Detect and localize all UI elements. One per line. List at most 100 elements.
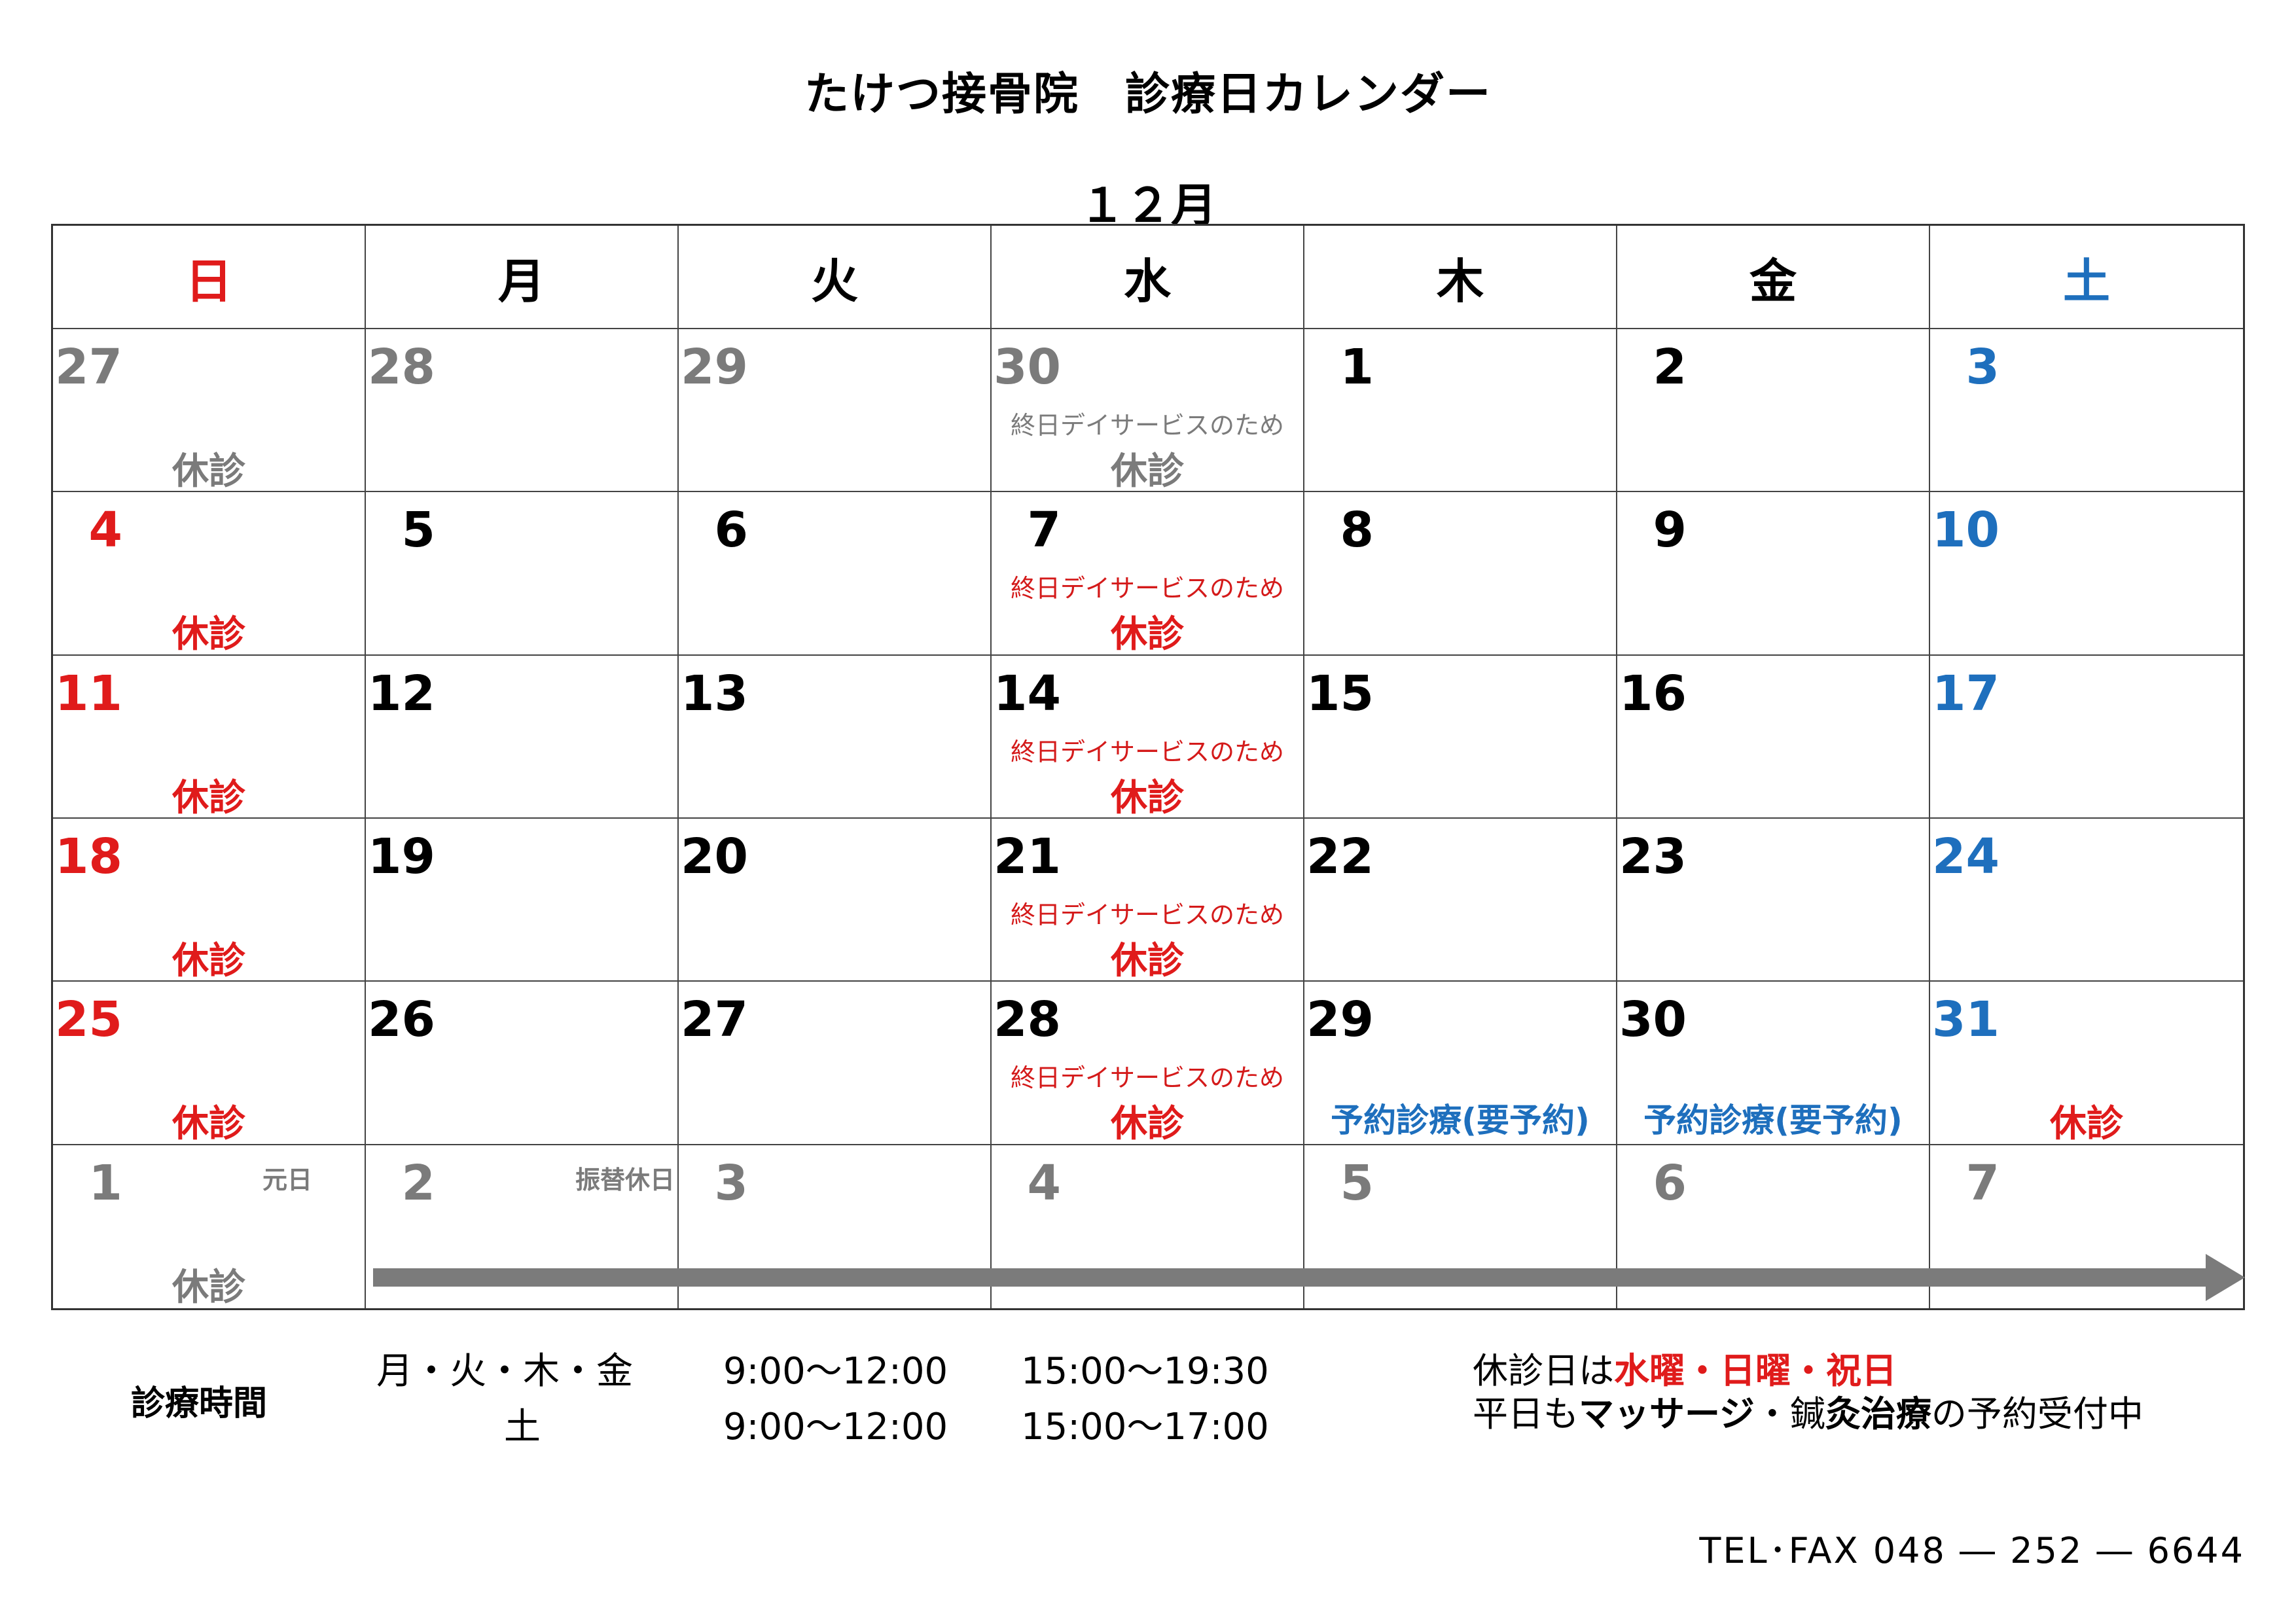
weekday-header: 金	[1617, 226, 1930, 329]
day-number: 12	[368, 665, 435, 722]
day-cell: 2 振替休日	[366, 1145, 679, 1308]
day-number: 14	[994, 665, 1061, 722]
day-number: 24	[1932, 828, 2000, 885]
day-status: 休診	[172, 1103, 245, 1146]
day-status: 休診	[172, 613, 245, 656]
day-number: 29	[681, 339, 748, 395]
day-number: 7	[1027, 502, 1062, 559]
day-status: 休診	[1111, 613, 1184, 656]
day-status: 休診	[172, 776, 245, 819]
day-cell: 5	[1304, 1145, 1617, 1308]
day-service-note: 終日デイサービスのため	[1010, 574, 1284, 603]
day-number: 6	[1653, 1154, 1687, 1211]
day-cell: 30 終日デイサービスのため休診	[992, 329, 1304, 493]
holiday-tag: 振替休日	[575, 1165, 675, 1194]
info-text-c: ・鍼	[1754, 1393, 1825, 1435]
day-status: 休診	[172, 450, 245, 493]
day-cell: 8	[1304, 492, 1617, 656]
day-number: 4	[1027, 1154, 1062, 1211]
day-cell: 9	[1617, 492, 1930, 656]
day-number: 5	[401, 502, 436, 559]
day-cell: 4	[992, 1145, 1304, 1308]
day-cell: 6	[1617, 1145, 1930, 1308]
day-status: 休診	[172, 1266, 245, 1309]
day-number: 6	[714, 502, 749, 559]
month-heading: １２月	[1079, 179, 1217, 232]
info-text-a: 平日も	[1473, 1393, 1579, 1435]
page-title: たけつ接骨院 診療日カレンダー	[804, 69, 1492, 120]
calendar-grid: 日月火水木金土 27 休診 28 29 30 終日デイサービスのため 休診 1 2 3 4 休診 5 6 7 終…	[51, 224, 2245, 1310]
info-text-e: の予約受付中	[1931, 1393, 2144, 1435]
day-cell: 19	[366, 818, 679, 982]
day-service-note: 終日デイサービスのため	[1010, 900, 1284, 929]
day-number: 7	[1965, 1154, 2000, 1211]
day-cell: 29	[679, 329, 992, 493]
day-number: 27	[681, 991, 748, 1048]
hours-label: 診療時間	[131, 1384, 268, 1423]
day-number: 30	[1619, 991, 1687, 1048]
day-cell: 25 休診	[53, 982, 366, 1145]
day-cell: 18 休診	[53, 818, 366, 982]
hours-pm-saturday: 15:00～17:00	[1021, 1406, 1269, 1448]
day-number: 17	[1932, 665, 2000, 722]
day-number: 10	[1932, 502, 2000, 559]
day-cell: 3	[1930, 329, 2243, 493]
day-number: 13	[681, 665, 748, 722]
day-cell: 5	[366, 492, 679, 656]
weekday-header: 木	[1304, 226, 1617, 329]
weekday-header: 月	[366, 226, 679, 329]
day-cell: 11 休診	[53, 655, 366, 819]
day-number: 26	[368, 991, 435, 1048]
info-massage: マッサージ	[1579, 1393, 1755, 1435]
holiday-days: 水曜・日曜・祝日	[1614, 1350, 1897, 1391]
day-status: 休診	[1111, 450, 1184, 493]
day-service-note: 終日デイサービスのため	[1010, 411, 1284, 440]
day-number: 28	[368, 339, 435, 395]
day-cell: 29 予約診療(要予約)	[1304, 982, 1617, 1145]
day-number: 16	[1619, 665, 1687, 722]
day-status: 休診	[2050, 1103, 2123, 1146]
day-cell: 26	[366, 982, 679, 1145]
holiday-info-line1: 休診日は水曜・日曜・祝日	[1473, 1349, 2144, 1393]
day-cell: 28	[366, 329, 679, 493]
day-cell: 2	[1617, 329, 1930, 493]
day-status: 予約診療(要予約)	[1331, 1101, 1590, 1140]
day-cell: 6	[679, 492, 992, 656]
holiday-info: 休診日は水曜・日曜・祝日 平日もマッサージ・鍼灸治療の予約受付中	[1473, 1349, 2144, 1436]
day-status: 休診	[1111, 776, 1184, 819]
day-number: 21	[994, 828, 1061, 885]
day-number: 29	[1306, 991, 1374, 1048]
hours-am-weekday: 9:00～12:00	[723, 1350, 948, 1393]
day-number: 25	[55, 991, 122, 1048]
day-number: 19	[368, 828, 435, 885]
day-cell: 7	[1930, 1145, 2243, 1308]
day-number: 3	[1965, 339, 2000, 395]
day-cell: 21 終日デイサービスのため 休診	[992, 818, 1304, 982]
holiday-tag: 元日	[262, 1165, 313, 1194]
day-cell: 13	[679, 655, 992, 819]
day-number: 31	[1932, 991, 2000, 1048]
day-cell: 10	[1930, 492, 2243, 656]
day-status: 休診	[1111, 1103, 1184, 1146]
hours-pm-weekday: 15:00～19:30	[1021, 1350, 1269, 1393]
day-cell: 30 予約診療(要予約)	[1617, 982, 1930, 1145]
weekday-header: 水	[992, 226, 1304, 329]
holiday-info-line2: 平日もマッサージ・鍼灸治療の予約受付中	[1473, 1393, 2144, 1436]
day-cell: 1 元日 休診	[53, 1145, 366, 1309]
day-cell: 22	[1304, 818, 1617, 982]
day-number: 30	[994, 339, 1061, 395]
day-number: 8	[1340, 502, 1374, 559]
day-number: 22	[1306, 828, 1374, 885]
day-cell: 24	[1930, 819, 2243, 982]
holiday-prefix: 休診日は	[1473, 1350, 1614, 1391]
contact-info: TEL･FAX 048 ― 252 ― 6644	[1699, 1530, 2245, 1571]
info-moxa: 灸治療	[1825, 1393, 1931, 1435]
day-number: 11	[55, 665, 122, 722]
day-cell: 31 休診	[1930, 982, 2243, 1145]
day-cell: 27	[679, 982, 992, 1145]
day-cell: 27 休診	[53, 329, 366, 493]
day-number: 20	[681, 828, 748, 885]
day-status: 予約診療(要予約)	[1643, 1101, 1903, 1140]
day-cell: 28 終日デイサービスのため 休診	[992, 982, 1304, 1145]
day-number: 4	[88, 502, 123, 559]
